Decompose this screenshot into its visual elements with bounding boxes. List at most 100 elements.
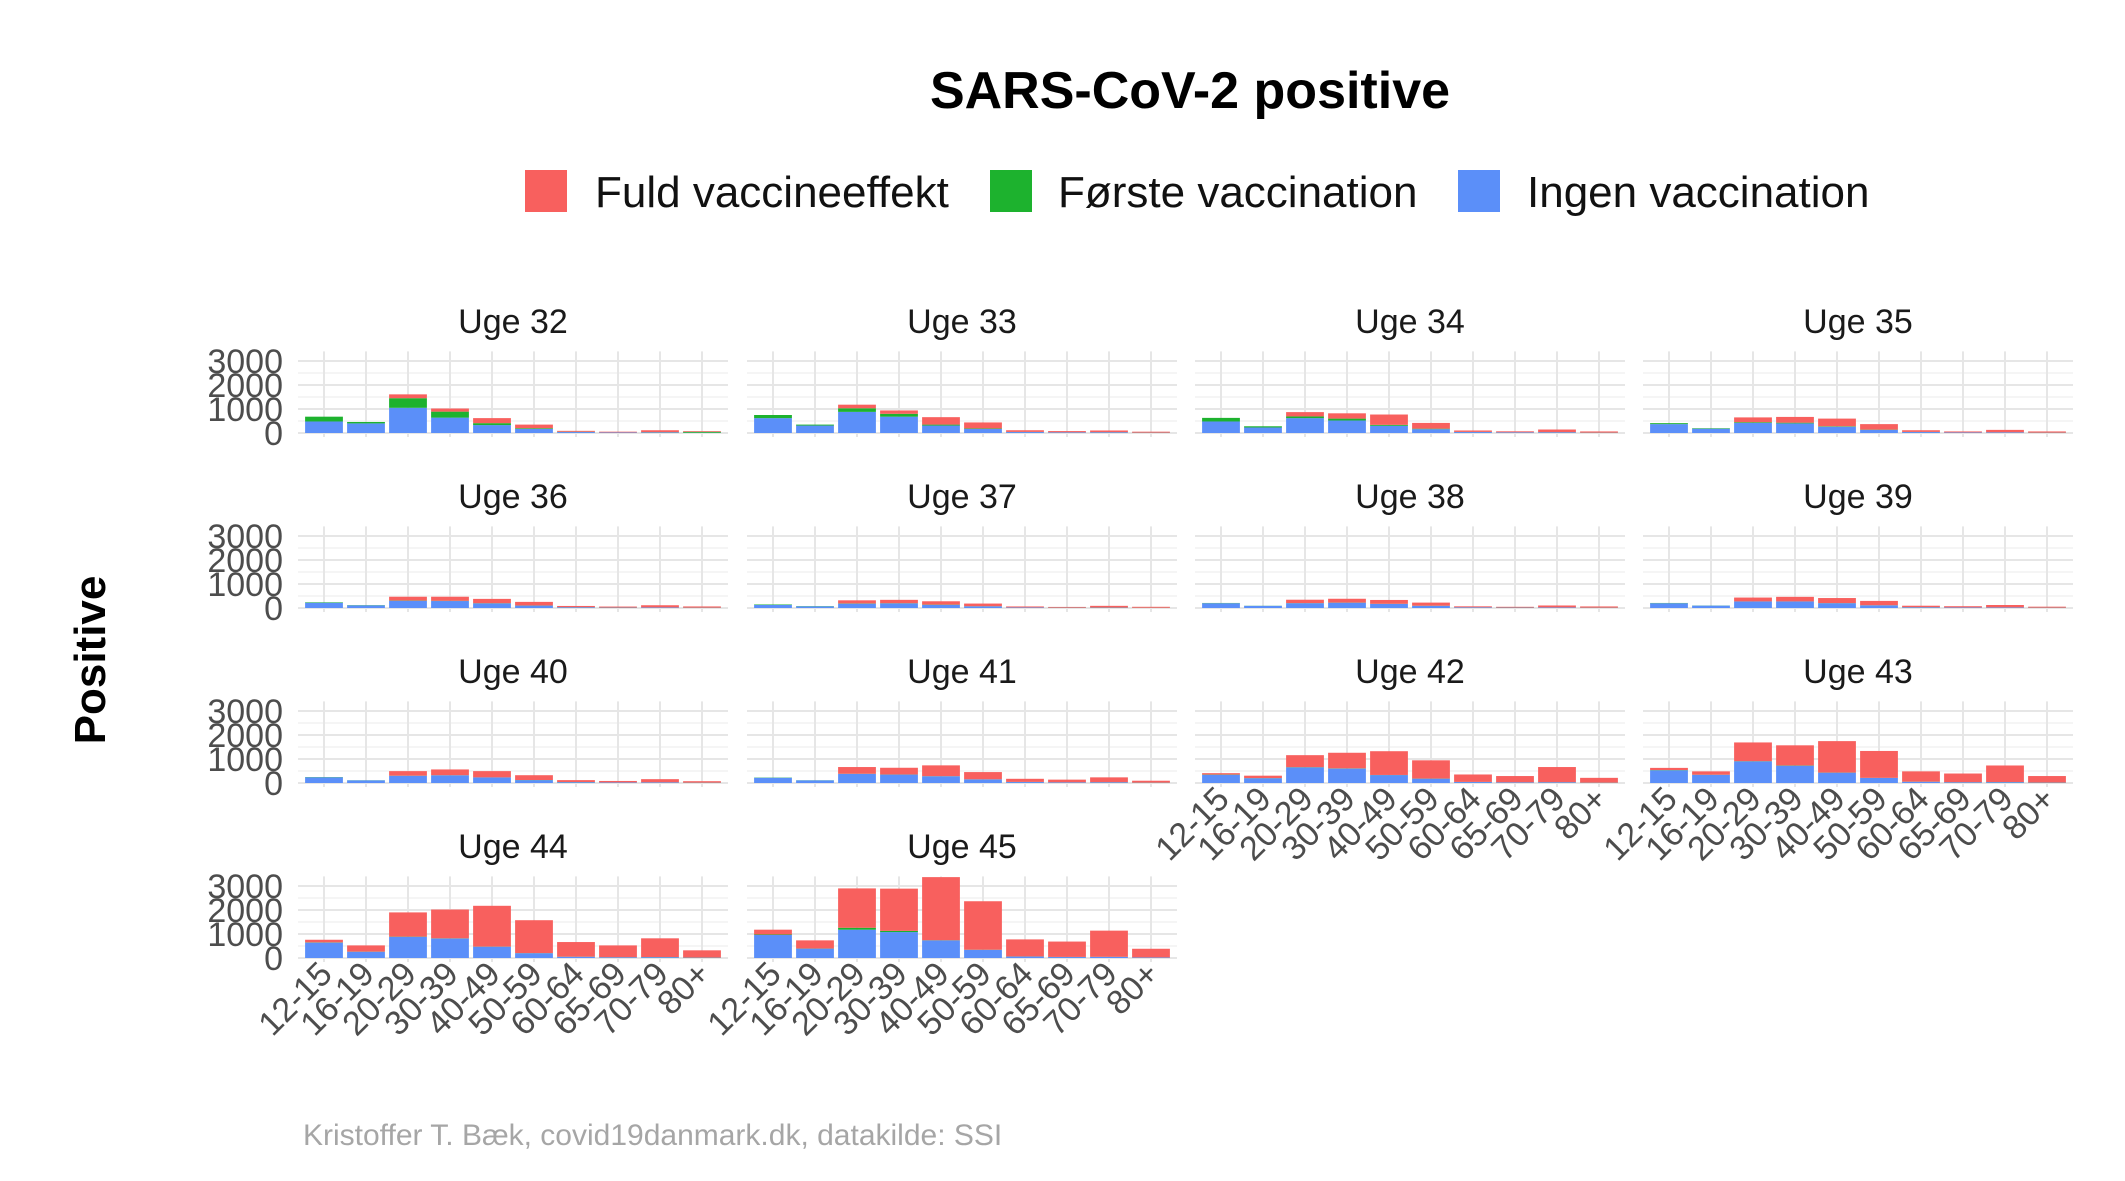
bar-full: [473, 598, 511, 604]
legend-swatch-none: [1458, 170, 1500, 212]
bar-full: [796, 940, 834, 949]
bar-none: [1048, 432, 1086, 433]
bar-full: [964, 901, 1002, 950]
bar-none: [557, 607, 595, 608]
facet-panel: Uge 34: [1195, 303, 1625, 437]
bar-none: [880, 774, 918, 783]
caption: Kristoffer T. Bæk, covid19danmark.dk, da…: [303, 1119, 1002, 1152]
bar-first: [838, 408, 876, 412]
bar-full: [389, 771, 427, 776]
bar-none: [1370, 775, 1408, 783]
bar-full: [1370, 414, 1408, 425]
bar-none: [838, 929, 876, 958]
bar-none: [473, 777, 511, 783]
legend-swatch-full: [525, 170, 567, 212]
bar-full: [1006, 430, 1044, 432]
facet-panel: Uge 37: [747, 478, 1177, 612]
bar-full: [389, 596, 427, 601]
bar-full: [1454, 774, 1492, 782]
bar-first: [838, 927, 876, 930]
bar-none: [1370, 425, 1408, 433]
bar-none: [880, 932, 918, 958]
bar-none: [1944, 782, 1982, 783]
legend-swatch-first: [990, 170, 1032, 212]
bar-full: [1776, 416, 1814, 423]
bar-full: [641, 779, 679, 783]
bar-none: [389, 775, 427, 783]
bar-none: [1286, 418, 1324, 433]
facet-label: Uge 33: [907, 303, 1017, 341]
bar-none: [557, 782, 595, 783]
bar-full: [683, 950, 721, 958]
bar-none: [305, 777, 343, 783]
bar-none: [1818, 772, 1856, 783]
bar-full: [1006, 939, 1044, 957]
bar-full: [431, 596, 469, 601]
bar-none: [1734, 761, 1772, 783]
bar-full: [1412, 760, 1450, 779]
bar-full: [1454, 606, 1492, 608]
facet-label: Uge 36: [458, 478, 568, 516]
bar-none: [796, 780, 834, 783]
bar-full: [557, 430, 595, 432]
facet-label: Uge 41: [907, 653, 1017, 691]
bar-none: [1328, 768, 1366, 783]
bar-none: [1734, 601, 1772, 608]
bar-full: [1776, 596, 1814, 602]
bar-full: [922, 601, 960, 605]
bar-full: [838, 888, 876, 928]
bar-first: [754, 415, 792, 419]
bar-none: [1370, 603, 1408, 608]
facet-panel: Uge 33: [747, 303, 1177, 437]
bar-none: [754, 604, 792, 608]
bar-full: [1580, 777, 1618, 783]
bar-full: [1006, 606, 1044, 608]
bar-full: [1902, 771, 1940, 782]
bar-none: [1776, 423, 1814, 433]
bar-none: [1986, 782, 2024, 783]
bar-none: [964, 779, 1002, 783]
bar-none: [1454, 607, 1492, 608]
bar-none: [1860, 429, 1898, 433]
bar-full: [515, 920, 553, 954]
bar-full: [473, 418, 511, 424]
y-tick-label: 1000: [207, 916, 283, 954]
bar-none: [1048, 782, 1086, 783]
bar-full: [683, 431, 721, 432]
bar-none: [1860, 605, 1898, 608]
bar-first: [796, 424, 834, 426]
bar-first: [1734, 422, 1772, 423]
bar-full: [922, 765, 960, 777]
bar-full: [1286, 755, 1324, 768]
bar-full: [1580, 606, 1618, 608]
bar-none: [557, 956, 595, 958]
facet-label: Uge 42: [1355, 653, 1465, 691]
bar-none: [838, 773, 876, 783]
bar-none: [1902, 607, 1940, 608]
bar-none: [347, 951, 385, 958]
bar-none: [515, 605, 553, 608]
bar-full: [1860, 600, 1898, 606]
y-tick-label: 1000: [207, 566, 283, 604]
bar-full: [557, 780, 595, 783]
bar-none: [1650, 603, 1688, 608]
bar-full: [1244, 775, 1282, 779]
bar-full: [1734, 597, 1772, 602]
bar-full: [1860, 424, 1898, 430]
bar-none: [922, 425, 960, 433]
bar-first: [431, 411, 469, 418]
bar-none: [880, 416, 918, 433]
bar-none: [1692, 428, 1730, 433]
bar-full: [599, 780, 637, 783]
bar-full: [1818, 741, 1856, 773]
bar-full: [1902, 605, 1940, 608]
bar-full: [754, 929, 792, 935]
bar-first: [515, 428, 553, 429]
bar-full: [1286, 599, 1324, 604]
bar-first: [1286, 416, 1324, 419]
x-tick-label: 80+: [1099, 955, 1167, 1023]
legend-label-first: Første vaccination: [1058, 168, 1417, 217]
bar-none: [1006, 432, 1044, 433]
